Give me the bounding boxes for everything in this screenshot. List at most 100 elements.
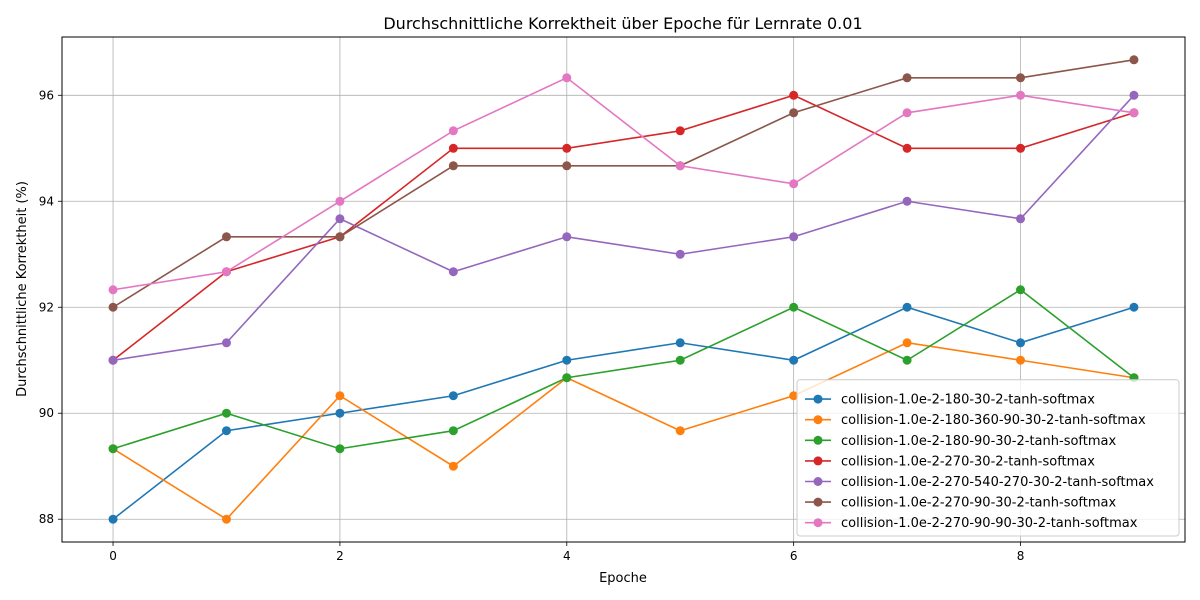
legend-marker: [813, 435, 823, 445]
data-point: [562, 73, 572, 83]
legend-label: collision-1.0e-2-270-90-30-2-tanh-softma…: [841, 496, 1116, 511]
legend-item: collision-1.0e-2-270-90-90-30-2-tanh-sof…: [805, 516, 1138, 531]
data-point: [562, 232, 572, 242]
series-5: [108, 90, 1139, 365]
series-7: [108, 73, 1139, 295]
data-point: [335, 408, 345, 418]
data-point: [448, 161, 458, 171]
series-group: [108, 55, 1139, 524]
data-point: [562, 143, 572, 153]
data-point: [675, 249, 685, 259]
data-point: [108, 302, 118, 312]
data-point: [789, 302, 799, 312]
data-point: [1016, 90, 1026, 100]
data-point: [675, 161, 685, 171]
data-point: [902, 302, 912, 312]
data-point: [562, 355, 572, 365]
data-point: [1129, 90, 1139, 100]
data-point: [1129, 55, 1139, 65]
data-point: [448, 426, 458, 436]
data-point: [221, 408, 231, 418]
y-tick-label: 90: [39, 406, 54, 420]
data-point: [108, 514, 118, 524]
data-point: [789, 232, 799, 242]
legend-label: collision-1.0e-2-180-360-90-30-2-tanh-so…: [841, 413, 1146, 428]
series-line: [112, 58, 1135, 308]
data-point: [108, 355, 118, 365]
chart-title: Durchschnittliche Korrektheit über Epoch…: [383, 14, 862, 33]
data-point: [902, 355, 912, 365]
data-point: [902, 143, 912, 153]
plot-area-frame: [61, 36, 1186, 543]
legend-marker: [813, 477, 823, 486]
data-point: [221, 514, 231, 524]
data-point: [675, 126, 685, 136]
data-point: [902, 108, 912, 118]
legend-item: collision-1.0e-2-180-90-30-2-tanh-softma…: [805, 434, 1116, 449]
series-3: [108, 285, 1139, 454]
data-point: [108, 444, 118, 454]
data-point: [902, 196, 912, 206]
legend-item: collision-1.0e-2-180-30-2-tanh-softmax: [805, 393, 1095, 408]
data-point: [562, 161, 572, 171]
x-tick-label: 2: [336, 549, 344, 563]
data-point: [221, 426, 231, 436]
legend-marker: [813, 518, 823, 528]
y-tick-label: 92: [39, 300, 54, 314]
x-tick-label: 8: [1017, 549, 1025, 563]
data-point: [1016, 338, 1026, 348]
data-point: [1016, 285, 1026, 295]
legend-item: collision-1.0e-2-270-30-2-tanh-softmax: [805, 454, 1095, 469]
legend-item: collision-1.0e-2-270-540-270-30-2-tanh-s…: [805, 475, 1154, 490]
data-point: [1016, 143, 1026, 153]
data-point: [335, 444, 345, 454]
legend-label: collision-1.0e-2-270-540-270-30-2-tanh-s…: [841, 475, 1154, 490]
x-axis-label: Epoche: [599, 571, 647, 586]
data-point: [1129, 302, 1139, 312]
data-point: [448, 267, 458, 277]
data-point: [902, 73, 912, 83]
data-point: [675, 338, 685, 348]
legend-box: [796, 379, 1180, 537]
series-line: [112, 94, 1135, 361]
legend-label: collision-1.0e-2-180-30-2-tanh-softmax: [841, 393, 1095, 408]
data-point: [221, 232, 231, 242]
legend-label: collision-1.0e-2-270-90-90-30-2-tanh-sof…: [841, 516, 1138, 531]
legend-marker: [813, 456, 823, 466]
data-point: [789, 355, 799, 365]
legend-item: collision-1.0e-2-270-90-30-2-tanh-softma…: [805, 496, 1116, 511]
y-tick-label: 88: [39, 512, 54, 526]
legend: collision-1.0e-2-180-30-2-tanh-softmax co…: [796, 379, 1180, 537]
data-point: [789, 90, 799, 100]
legend-marker: [813, 497, 823, 507]
data-point: [335, 214, 345, 224]
y-tick-label: 96: [39, 88, 54, 102]
series-line: [112, 341, 1135, 521]
data-point: [562, 373, 572, 383]
x-tick-label: 6: [790, 549, 798, 563]
data-point: [108, 285, 118, 295]
data-point: [675, 355, 685, 365]
data-point: [902, 338, 912, 348]
data-point: [789, 391, 799, 401]
x-tick-label: 4: [563, 549, 571, 563]
y-tick-label: 94: [39, 194, 54, 208]
data-point: [448, 126, 458, 136]
legend-marker: [813, 394, 823, 404]
series-4: [108, 90, 1139, 365]
series-line: [112, 94, 1135, 362]
legend-label: collision-1.0e-2-270-30-2-tanh-softmax: [841, 454, 1095, 469]
data-point: [335, 196, 345, 206]
data-point: [335, 391, 345, 401]
series-6: [108, 55, 1139, 312]
data-point: [1129, 108, 1139, 118]
legend-label: collision-1.0e-2-180-90-30-2-tanh-softma…: [841, 434, 1116, 449]
legend-item: collision-1.0e-2-180-360-90-30-2-tanh-so…: [805, 413, 1146, 428]
series-line: [112, 76, 1135, 291]
data-point: [1016, 214, 1026, 224]
data-point: [675, 426, 685, 436]
legend-marker: [813, 415, 823, 425]
data-point: [1016, 73, 1026, 83]
data-point: [789, 108, 799, 118]
